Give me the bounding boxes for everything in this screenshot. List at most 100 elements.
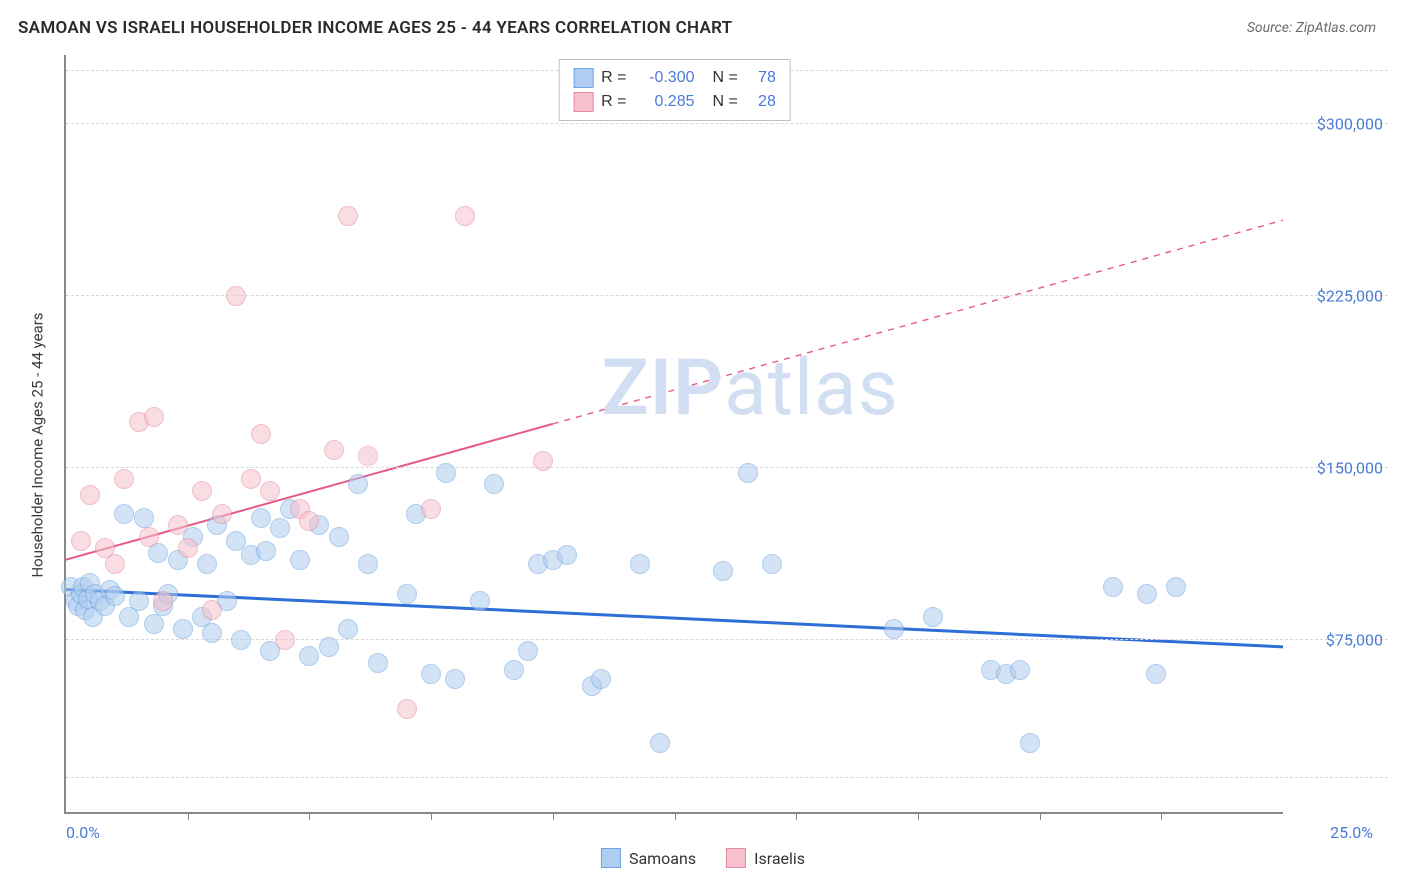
point-samoans (173, 619, 193, 639)
point-samoans (231, 630, 251, 650)
point-israelis (153, 591, 173, 611)
point-samoans (445, 669, 465, 689)
point-israelis (397, 699, 417, 719)
point-samoans (436, 463, 456, 483)
point-israelis (202, 600, 222, 620)
point-israelis (299, 511, 319, 531)
point-samoans (134, 508, 154, 528)
point-israelis (421, 499, 441, 519)
stats-r-value-israelis: 0.285 (635, 90, 695, 114)
trend-line-dashed (553, 220, 1283, 424)
point-samoans (270, 518, 290, 538)
chart-title: SAMOAN VS ISRAELI HOUSEHOLDER INCOME AGE… (18, 18, 732, 38)
stats-n-label: N = (713, 66, 738, 90)
correlation-stats-box: R = -0.300 N = 78 R = 0.285 N = 28 (558, 59, 791, 121)
point-israelis (226, 286, 246, 306)
y-gridline (66, 123, 1388, 124)
y-gridline (66, 295, 1388, 296)
plot-area: ZIPatlas R = -0.300 N = 78 R = 0.285 N =… (64, 55, 1283, 814)
point-samoans (518, 641, 538, 661)
stats-r-label: R = (601, 66, 626, 90)
point-samoans (144, 614, 164, 634)
point-samoans (358, 554, 378, 574)
legend-swatch-israelis (726, 848, 746, 868)
point-israelis (455, 206, 475, 226)
x-axis-end-label: 25.0% (1330, 823, 1373, 842)
point-samoans (368, 653, 388, 673)
point-samoans (202, 623, 222, 643)
stats-r-label: R = (601, 90, 626, 114)
y-axis-label: Householder Income Ages 25 - 44 years (29, 312, 47, 577)
stats-n-label: N = (713, 90, 738, 114)
x-tick (309, 812, 310, 820)
y-gridline (66, 639, 1388, 640)
point-israelis (358, 446, 378, 466)
point-samoans (105, 586, 125, 606)
point-israelis (168, 515, 188, 535)
x-tick (553, 812, 554, 820)
legend: Samoans Israelis (601, 848, 805, 874)
point-samoans (397, 584, 417, 604)
point-israelis (139, 527, 159, 547)
y-tick-label: $300,000 (1288, 114, 1383, 133)
point-israelis (251, 424, 271, 444)
x-tick (1161, 812, 1162, 820)
point-samoans (129, 591, 149, 611)
chart-container: Householder Income Ages 25 - 44 years ZI… (18, 55, 1388, 874)
point-samoans (290, 550, 310, 570)
point-samoans (1137, 584, 1157, 604)
point-samoans (470, 591, 490, 611)
point-israelis (324, 440, 344, 460)
point-samoans (1103, 577, 1123, 597)
y-tick-label: $75,000 (1288, 630, 1383, 649)
y-gridline (66, 777, 1388, 778)
stats-n-value-samoans: 78 (746, 66, 776, 90)
point-samoans (762, 554, 782, 574)
point-samoans (319, 637, 339, 657)
stats-swatch-samoans (573, 68, 593, 88)
point-israelis (80, 485, 100, 505)
stats-n-value-israelis: 28 (746, 90, 776, 114)
point-samoans (923, 607, 943, 627)
point-samoans (650, 733, 670, 753)
chart-header: SAMOAN VS ISRAELI HOUSEHOLDER INCOME AGE… (0, 0, 1406, 48)
point-samoans (348, 474, 368, 494)
point-samoans (1010, 660, 1030, 680)
point-samoans (421, 664, 441, 684)
y-axis-label-wrap: Householder Income Ages 25 - 44 years (18, 55, 58, 834)
point-samoans (713, 561, 733, 581)
point-israelis (192, 481, 212, 501)
point-samoans (504, 660, 524, 680)
point-samoans (251, 508, 271, 528)
point-israelis (533, 451, 553, 471)
watermark-part2: atlas (724, 343, 899, 434)
point-samoans (197, 554, 217, 574)
x-tick (918, 812, 919, 820)
point-israelis (338, 206, 358, 226)
point-israelis (260, 481, 280, 501)
x-tick (796, 812, 797, 820)
y-tick-label: $150,000 (1288, 458, 1383, 477)
y-gridline (66, 467, 1388, 468)
point-samoans (884, 619, 904, 639)
chart-source: Source: ZipAtlas.com (1247, 20, 1376, 36)
point-israelis (275, 630, 295, 650)
stats-r-value-samoans: -0.300 (635, 66, 695, 90)
point-samoans (1146, 664, 1166, 684)
point-samoans (591, 669, 611, 689)
point-samoans (557, 545, 577, 565)
point-samoans (114, 504, 134, 524)
point-samoans (630, 554, 650, 574)
stats-row-samoans: R = -0.300 N = 78 (573, 66, 776, 90)
x-tick (1040, 812, 1041, 820)
point-samoans (738, 463, 758, 483)
point-israelis (71, 531, 91, 551)
legend-swatch-samoans (601, 848, 621, 868)
point-israelis (241, 469, 261, 489)
x-tick (675, 812, 676, 820)
point-samoans (256, 541, 276, 561)
point-samoans (299, 646, 319, 666)
stats-swatch-israelis (573, 92, 593, 112)
x-tick (431, 812, 432, 820)
x-axis-start-label: 0.0% (66, 823, 100, 842)
